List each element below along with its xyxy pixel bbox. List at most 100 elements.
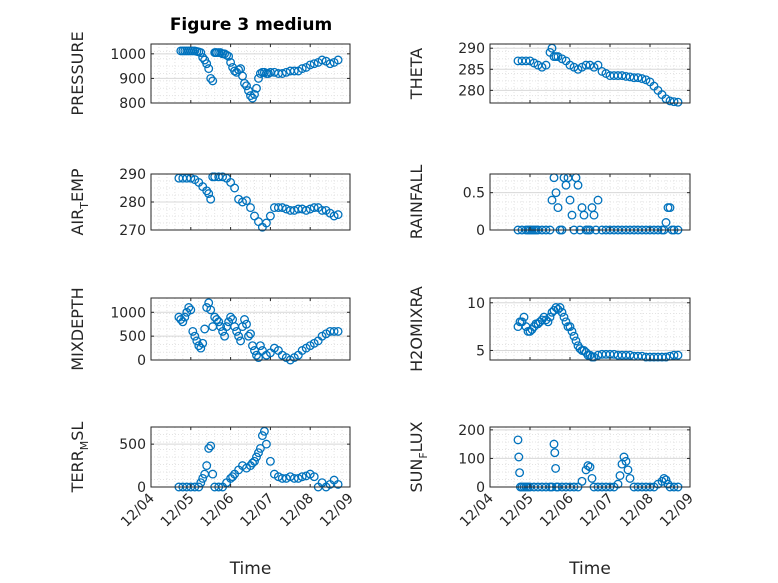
- data-point: [206, 194, 216, 204]
- data-point: [555, 303, 565, 312]
- data-point: [222, 50, 232, 60]
- x-tick-label: 12/09: [317, 491, 357, 531]
- x-tick-label: 12/06: [537, 490, 577, 530]
- y-tick-label: 0: [476, 223, 485, 239]
- data-point: [661, 218, 671, 227]
- data-point: [333, 55, 343, 65]
- data-point: [218, 172, 228, 182]
- data-point: [206, 305, 216, 315]
- data-point: [261, 439, 271, 449]
- axes-box: [489, 173, 691, 231]
- data-point: [579, 210, 589, 220]
- y-tick-label: 270: [119, 223, 146, 239]
- data-point: [190, 331, 200, 341]
- data-point: [277, 473, 287, 483]
- data-point: [265, 211, 275, 221]
- data-point: [206, 441, 216, 451]
- data-point: [515, 468, 525, 478]
- data-point: [333, 326, 343, 336]
- x-axis-label: Time: [229, 559, 272, 579]
- panel-pressure: 800 900 1000 PRESSURE: [68, 31, 351, 116]
- panel-theta: 280 285 290 THETA: [407, 41, 691, 107]
- y-axis-label-main: THETA: [407, 48, 426, 100]
- panel-air_temp: 270 280 290 AIRTEMP: [68, 167, 351, 239]
- data-point: [543, 317, 553, 327]
- data-point: [615, 471, 625, 481]
- data-point: [567, 326, 577, 336]
- data-point: [232, 326, 242, 336]
- x-tick-label: 12/09: [657, 491, 697, 531]
- data-point: [184, 303, 194, 312]
- data-point: [254, 353, 263, 363]
- data-point: [230, 183, 240, 193]
- data-point: [248, 458, 257, 468]
- data-point: [178, 317, 188, 327]
- x-tick-label: 12/07: [577, 491, 617, 531]
- x-tick-label: 12/04: [118, 490, 158, 530]
- y-tick-label: 290: [458, 41, 485, 57]
- data-point: [625, 473, 635, 483]
- y-axis-label-subscript: F: [417, 452, 430, 458]
- y-axis-label: H2OMIXRA: [407, 286, 426, 372]
- data-point: [246, 329, 255, 339]
- data-point: [559, 312, 569, 322]
- data-point: [571, 336, 581, 346]
- y-tick-label: 10: [467, 296, 485, 312]
- data-point: [254, 73, 263, 83]
- y-axis-label: AIRTEMP: [68, 168, 91, 235]
- data-point: [234, 331, 244, 341]
- y-axis-label-rest: EMP: [68, 168, 87, 202]
- axes-box: [489, 43, 691, 104]
- data-point: [261, 218, 271, 228]
- data-point: [301, 205, 311, 215]
- data-point: [289, 66, 299, 76]
- data-point: [297, 64, 307, 74]
- y-axis-label-main: PRESSURE: [68, 31, 87, 115]
- y-axis-label-main: MIXDEPTH: [68, 287, 87, 370]
- panel-sun_flux: 0 100 200 SUNFLUX 12/04 12/05 12/06 12/07 12/08 1…: [407, 421, 697, 579]
- y-axis-label-rest: SL: [68, 422, 87, 441]
- data-point: [565, 195, 575, 205]
- data-point: [226, 57, 236, 67]
- data-point: [216, 322, 226, 332]
- data-point: [252, 350, 261, 360]
- data-point: [613, 479, 623, 489]
- data-point: [309, 472, 319, 482]
- y-axis-label-main: AIR: [68, 209, 87, 236]
- data-point: [228, 472, 238, 482]
- data-point: [202, 461, 212, 471]
- x-tick-label: 12/07: [237, 491, 277, 531]
- y-tick-label: 285: [458, 62, 485, 78]
- data-point: [621, 456, 631, 466]
- y-tick-label: 5: [476, 343, 485, 359]
- data-point: [633, 73, 643, 83]
- figure-title: Figure 3 medium: [170, 15, 332, 35]
- axes-box: [489, 426, 691, 488]
- data-point: [198, 473, 208, 483]
- y-axis-label: THETA: [407, 48, 426, 100]
- data-point: [583, 461, 593, 471]
- data-point: [230, 66, 240, 76]
- data-point: [297, 472, 307, 482]
- data-point: [240, 78, 249, 88]
- y-tick-label: 1000: [110, 47, 146, 63]
- data-point: [669, 350, 679, 360]
- data-point: [202, 59, 212, 69]
- y-tick-label: 500: [119, 329, 146, 345]
- data-point: [255, 443, 265, 453]
- data-point: [208, 469, 218, 479]
- axes-box: [150, 297, 351, 361]
- data-point: [257, 431, 267, 441]
- y-tick-label: 280: [119, 195, 146, 211]
- data-point: [265, 456, 275, 466]
- x-tick-label: 12/05: [497, 491, 537, 531]
- data-point: [587, 473, 597, 483]
- x-axis-label: Time: [568, 559, 611, 579]
- y-tick-label: 100: [458, 451, 485, 467]
- data-point: [200, 324, 210, 334]
- data-point: [589, 210, 599, 220]
- data-point: [188, 326, 198, 336]
- y-axis-label-main: SUN: [407, 459, 426, 493]
